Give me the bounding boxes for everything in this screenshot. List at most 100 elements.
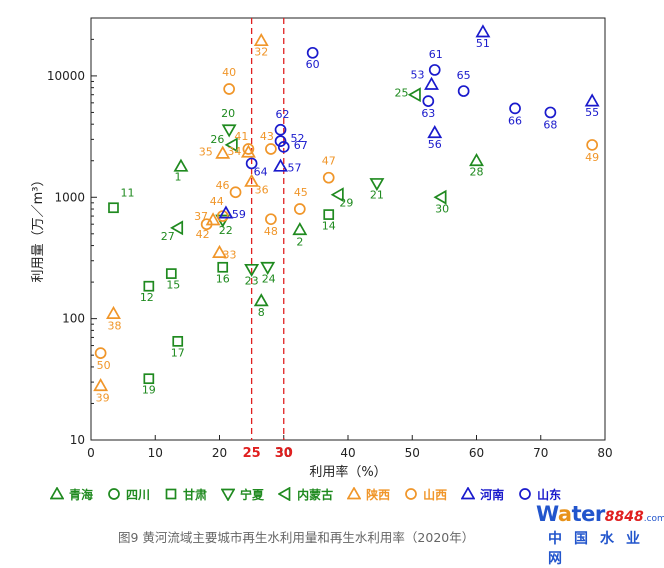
data-point-label: 15	[166, 279, 180, 292]
data-point-38	[106, 305, 121, 319]
legend-label: 陕西	[366, 487, 391, 502]
data-point-33	[212, 244, 227, 258]
data-point-50	[94, 347, 107, 359]
data-point-65	[457, 85, 470, 97]
reference-line-label: 30	[275, 446, 293, 461]
data-point-label: 33	[223, 249, 237, 262]
data-point-label: 63	[421, 107, 435, 120]
data-point-label: 55	[585, 106, 599, 119]
data-point-60	[306, 46, 319, 59]
legend-marker	[278, 487, 291, 501]
legend: 青海 四川 甘肃 宁夏 内蒙古 陕西 山西 河南 山东	[50, 485, 650, 503]
reference-line-label: 25	[243, 446, 261, 461]
data-point-label: 43	[260, 130, 274, 143]
data-point-label: 37	[194, 210, 208, 223]
x-tick-label: 70	[533, 446, 548, 460]
data-point-label: 27	[161, 230, 175, 243]
data-point-28	[469, 153, 484, 167]
x-tick-label: 50	[405, 446, 420, 460]
data-point-label: 61	[429, 48, 443, 61]
data-point-label: 20	[221, 107, 235, 120]
legend-marker	[461, 487, 476, 500]
data-point-62	[274, 123, 287, 136]
data-point-label: 60	[306, 58, 320, 71]
legend-label: 河南	[480, 487, 505, 502]
legend-marker	[519, 488, 531, 500]
data-point-20	[221, 124, 237, 138]
data-point-label: 48	[264, 225, 278, 238]
data-point-30	[433, 189, 447, 205]
brand-logo: Water8848.com	[536, 502, 664, 526]
data-point-53	[424, 76, 439, 90]
data-point-49	[586, 139, 599, 151]
data-point-11	[108, 202, 119, 214]
data-point-label: 57	[288, 161, 302, 174]
data-point-37	[205, 212, 221, 226]
data-point-label: 36	[255, 183, 269, 196]
data-point-63	[422, 95, 435, 107]
legend-marker	[347, 487, 362, 500]
x-tick-label: 10	[148, 446, 163, 460]
legend-item: 内蒙古	[278, 486, 333, 503]
data-point-label: 56	[428, 138, 442, 151]
data-point-label: 49	[585, 151, 599, 164]
data-point-label: 41	[234, 130, 248, 143]
data-point-label: 2	[296, 236, 303, 249]
data-point-label: 12	[140, 291, 154, 304]
legend-label: 宁夏	[240, 487, 265, 502]
y-tick-label: 10	[70, 433, 85, 447]
y-tick-label: 1000	[54, 190, 85, 204]
x-tick-label: 80	[597, 446, 612, 460]
data-point-label: 40	[222, 66, 236, 79]
data-point-52	[274, 135, 287, 148]
data-point-label: 21	[370, 188, 384, 201]
data-point-15	[165, 268, 177, 279]
data-point-64	[245, 157, 258, 170]
data-point-label: 17	[171, 346, 185, 359]
data-point-27	[170, 220, 184, 236]
legend-label: 内蒙古	[297, 487, 334, 502]
data-point-68	[544, 106, 557, 119]
data-point-21	[369, 178, 385, 192]
data-point-42	[200, 218, 213, 231]
data-point-label: 1	[174, 170, 181, 183]
x-tick-label: 20	[212, 446, 227, 460]
data-point-label: 34	[227, 145, 241, 158]
data-point-59	[218, 205, 234, 219]
data-point-label: 53	[411, 68, 425, 81]
data-point-51	[475, 24, 491, 38]
data-point-label: 32	[254, 46, 268, 59]
legend-item: 四川	[107, 486, 150, 503]
data-point-8	[253, 293, 269, 307]
data-point-2	[292, 222, 308, 236]
legend-marker	[221, 488, 236, 501]
data-point-label: 67	[294, 139, 308, 152]
data-point-24	[260, 261, 276, 275]
data-point-label: 45	[294, 186, 308, 199]
legend-marker	[50, 487, 64, 500]
data-point-55	[584, 93, 600, 107]
legend-item: 青海	[50, 486, 93, 503]
data-point-25	[407, 87, 421, 103]
reference-lines: 25 30	[243, 18, 293, 461]
legend-label: 甘肃	[183, 487, 208, 502]
x-tick-label: 0	[87, 446, 95, 460]
data-point-label: 59	[232, 208, 246, 221]
legend-item: 山西	[404, 486, 447, 503]
data-point-label: 68	[543, 118, 557, 131]
data-point-46	[229, 186, 242, 199]
legend-label: 山西	[423, 487, 448, 502]
y-axis-label: 利用量（万／m³）	[31, 174, 46, 283]
data-point-label: 35	[199, 145, 213, 158]
data-point-label: 42	[196, 228, 210, 241]
legend-item: 宁夏	[221, 486, 264, 503]
data-point-17	[172, 335, 184, 347]
data-point-label: 14	[322, 220, 336, 233]
x-axis-label: 利用率（%）	[309, 464, 386, 480]
data-point-label: 44	[210, 195, 224, 208]
legend-label: 四川	[126, 487, 151, 502]
figure-caption: 图9 黄河流域主要城市再生水利用量和再生水利用率（2020年）	[118, 530, 475, 545]
data-point-41	[242, 143, 255, 155]
data-point-label: 28	[470, 166, 484, 179]
